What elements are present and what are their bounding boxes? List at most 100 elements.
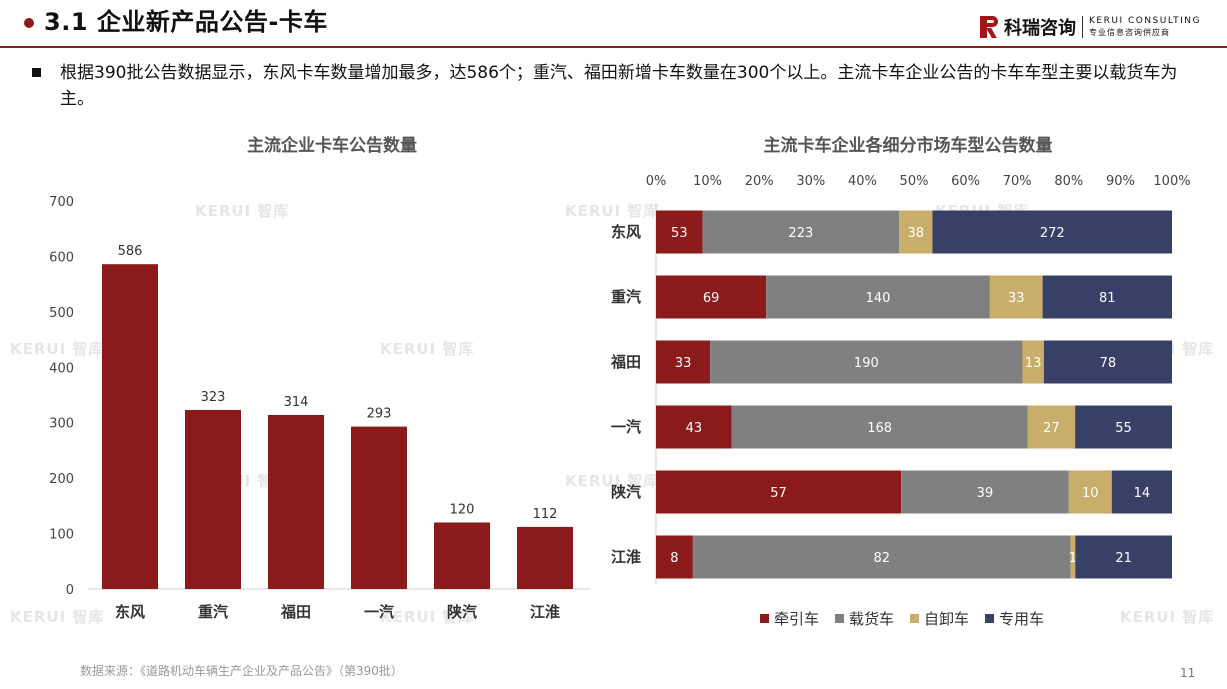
bar-value-label: 314: [284, 395, 309, 410]
stacked-segment: [1042, 275, 1172, 319]
stacked-segment: [656, 405, 732, 449]
segment-value-label: 43: [686, 421, 703, 436]
x-tick-label: 60%: [951, 174, 980, 189]
legend-label: 载货车: [849, 609, 895, 628]
y-category-label: 江淮: [611, 548, 641, 566]
logo-text-block: KERUI CONSULTING 专业信息咨询供应商: [1089, 16, 1201, 38]
stacked-segment: [1027, 405, 1076, 449]
watermark: KERUI 智库: [1120, 608, 1215, 626]
y-tick-label: 200: [49, 472, 74, 487]
bar-value-label: 112: [533, 507, 558, 522]
stacked-segment: [656, 275, 767, 319]
page-number: 11: [1180, 666, 1196, 680]
stacked-segment: [1070, 535, 1076, 579]
y-tick-label: 600: [49, 250, 74, 265]
stacked-segment: [656, 210, 703, 254]
x-category-label: 东风: [115, 603, 145, 621]
right-chart-title: 主流卡车企业各细分市场车型公告数量: [763, 136, 1053, 156]
segment-value-label: 8: [670, 551, 678, 566]
bullet-square-icon: [32, 68, 41, 77]
x-tick-label: 80%: [1054, 174, 1083, 189]
segment-value-label: 21: [1115, 551, 1132, 566]
logo-name-en: KERUI CONSULTING: [1089, 16, 1201, 26]
x-tick-label: 100%: [1153, 174, 1190, 189]
segment-value-label: 53: [671, 226, 688, 241]
stacked-segment: [1022, 340, 1044, 384]
legend-label: 专用车: [999, 609, 1045, 628]
watermark: KERUI 智库: [380, 340, 475, 358]
legend-swatch: [835, 613, 845, 623]
x-category-label: 江淮: [530, 603, 560, 621]
stacked-segment: [656, 470, 902, 514]
segment-value-label: 10: [1082, 486, 1099, 501]
stacked-segment: [702, 210, 900, 254]
title-dot-icon: [24, 18, 34, 28]
x-tick-label: 30%: [796, 174, 825, 189]
segment-value-label: 33: [1008, 291, 1025, 306]
segment-value-label: 140: [866, 291, 891, 306]
bar-value-label: 586: [118, 244, 143, 259]
y-category-label: 一汽: [611, 418, 641, 436]
bar: [268, 414, 324, 589]
segment-value-label: 1: [1069, 551, 1077, 566]
legend-label: 牵引车: [774, 609, 820, 628]
segment-value-label: 223: [788, 226, 813, 241]
legend-swatch: [910, 613, 920, 623]
logo-name-cn: 科瑞咨询: [1004, 18, 1077, 39]
header: 3.1 企业新产品公告-卡车 科瑞咨询 KERUI CONSULTING 专业信…: [0, 0, 1227, 48]
segment-value-label: 33: [675, 356, 692, 371]
segment-value-label: 13: [1025, 356, 1042, 371]
y-category-label: 重汽: [611, 288, 641, 306]
y-tick-label: 100: [49, 528, 74, 543]
stacked-segment: [692, 535, 1071, 579]
left-bar-chart: 0 100 200 300 400 500 600 700 586 东风 323 重汽 314 福田 293…: [49, 195, 590, 621]
right-stacked-chart: 0% 10% 20% 30% 40% 50% 60% 70% 80% 90% 100% 东风 53 223…: [610, 174, 1191, 585]
bar-value-label: 120: [450, 502, 475, 517]
stacked-segment: [656, 535, 693, 579]
segment-value-label: 69: [703, 291, 720, 306]
segment-value-label: 57: [770, 486, 787, 501]
segment-value-label: 81: [1099, 291, 1116, 306]
stacked-segment: [1111, 470, 1172, 514]
watermark: KERUI 智库: [380, 608, 475, 626]
stacked-segment: [710, 340, 1023, 384]
legend-swatch: [985, 613, 995, 623]
bar: [434, 522, 490, 589]
x-tick-label: 70%: [1003, 174, 1032, 189]
stacked-segment: [766, 275, 990, 319]
segment-value-label: 39: [977, 486, 994, 501]
y-tick-label: 400: [49, 361, 74, 376]
legend-item: 专用车: [985, 608, 1044, 629]
segment-value-label: 38: [907, 226, 924, 241]
logo-tagline: 专业信息咨询供应商: [1089, 28, 1171, 37]
watermark: KERUI 智库: [195, 202, 290, 220]
x-tick-label: 10%: [693, 174, 722, 189]
legend-label: 自卸车: [924, 609, 970, 628]
y-category-label: 东风: [611, 223, 641, 241]
segment-value-label: 82: [873, 551, 890, 566]
y-tick-label: 300: [49, 417, 74, 432]
segment-value-label: 272: [1040, 226, 1065, 241]
y-tick-label: 700: [49, 195, 74, 210]
stacked-segment: [1075, 535, 1172, 579]
x-category-label: 重汽: [198, 603, 228, 621]
bar: [517, 526, 573, 589]
legend-item: 自卸车: [910, 608, 969, 629]
bar: [351, 426, 407, 589]
segment-value-label: 190: [854, 356, 879, 371]
bar: [102, 264, 158, 589]
x-category-label: 陕汽: [447, 603, 477, 621]
watermark: KERUI 智库: [565, 472, 660, 490]
stacked-segment: [989, 275, 1043, 319]
page-title: 3.1 企业新产品公告-卡车: [44, 8, 328, 36]
segment-value-label: 27: [1043, 421, 1060, 436]
stacked-segment: [899, 210, 933, 254]
legend-swatch: [760, 613, 769, 623]
y-category-label: 陕汽: [611, 483, 641, 501]
stacked-segment: [1075, 405, 1172, 449]
stacked-segment: [1068, 470, 1112, 514]
right-chart-legend: 牵引车 载货车 自卸车 专用车: [760, 608, 1060, 628]
data-source-note: 数据来源：《道路机动车辆生产企业及产品公告》（第390批）: [80, 664, 403, 678]
segment-value-label: 78: [1100, 356, 1117, 371]
x-tick-label: 20%: [745, 174, 774, 189]
